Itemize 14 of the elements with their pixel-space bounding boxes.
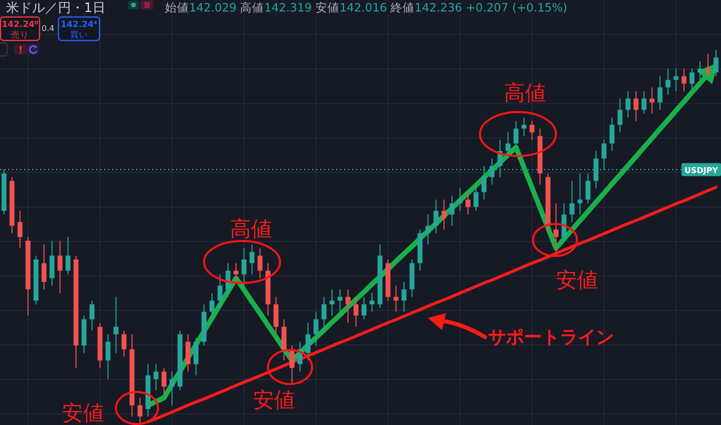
title: 米ドル／円・1日 xyxy=(6,1,106,16)
annotation: 安値 xyxy=(556,268,598,292)
annotation: 売り xyxy=(11,30,29,40)
annotation: 高値 xyxy=(230,217,272,241)
annotation: サポートライン xyxy=(488,327,614,348)
annotation: 142.24⁴ xyxy=(60,20,98,30)
annotation: 0.4 xyxy=(42,24,54,33)
annotation: 高値 xyxy=(504,81,546,105)
annotation: 142.24⁰ xyxy=(2,20,38,30)
annotation: 安値 xyxy=(253,388,295,412)
annotation: 安値 xyxy=(62,401,104,425)
subtitle: 始値142.029 高値142.319 安値142.016 終値142.236 +0.207 (+0.15%) xyxy=(165,0,568,14)
ref-line-label: USDJPY xyxy=(684,166,718,175)
annotation: 買い xyxy=(70,30,88,40)
